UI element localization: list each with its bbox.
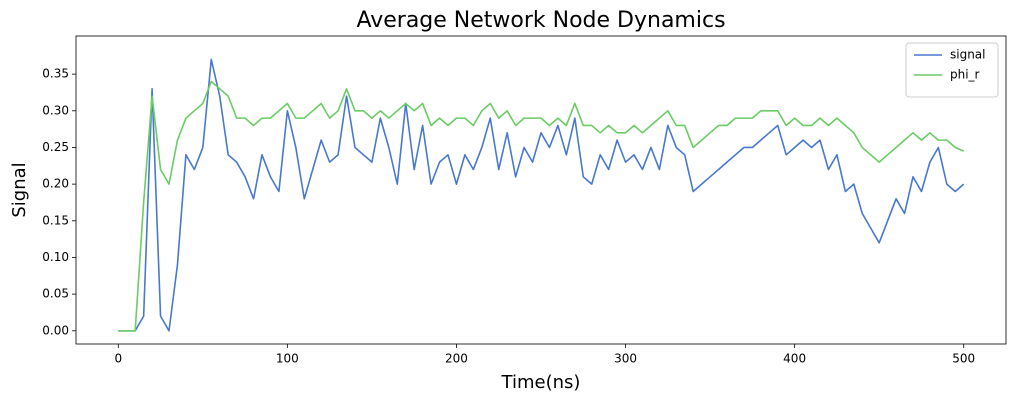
y-tick-label: 0.15 [42,213,69,227]
y-tick-label: 0.05 [42,287,69,301]
series-line [118,80,965,332]
x-tick-label: 200 [445,352,468,366]
y-tick-label: 0.10 [42,250,69,264]
y-tick-label: 0.30 [42,103,69,117]
y-tick-label: 0.35 [42,67,69,81]
chart-title: Average Network Node Dynamics [356,8,725,33]
series-line [118,58,965,332]
legend-box [905,42,999,98]
x-tick-label: 100 [276,352,299,366]
x-tick-label: 300 [614,352,637,366]
y-tick-label: 0.25 [42,140,69,154]
plot-frame [75,35,1007,345]
x-tick-label: 400 [783,352,806,366]
x-tick-label: 500 [952,352,975,366]
y-axis-label: Signal [9,162,30,217]
legend-label: signal [950,48,986,62]
x-axis-label: Time(ns) [501,372,581,393]
y-tick-label: 0.20 [42,177,69,191]
y-tick-label: 0.00 [42,323,69,337]
legend-label: phi_r [950,68,980,82]
x-tick-label: 0 [114,352,122,366]
